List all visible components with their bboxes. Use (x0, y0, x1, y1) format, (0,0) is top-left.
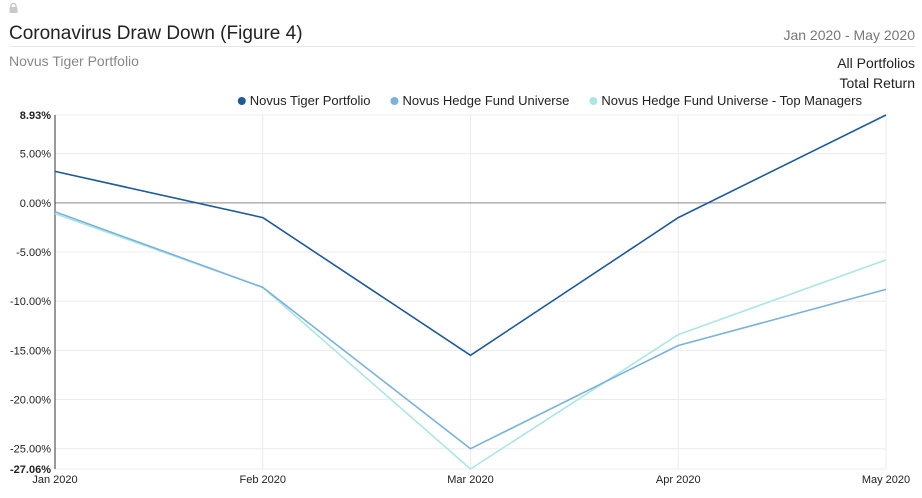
y-tick-label: 5.00% (20, 149, 51, 161)
lock-icon (9, 3, 18, 13)
legend-marker (237, 97, 246, 105)
x-tick-label: Jan 2020 (32, 474, 77, 486)
series-line (54, 210, 887, 450)
y-min-label: -27.06% (10, 464, 51, 476)
y-tick-label: 0.00% (20, 198, 51, 210)
y-tick-label: -25.00% (10, 444, 51, 456)
x-tick-label: May 2020 (862, 474, 910, 486)
legend-marker (390, 97, 399, 105)
x-tick-label: Feb 2020 (240, 474, 286, 486)
date-range: Jan 2020 - May 2020 (783, 27, 915, 43)
portfolios-label: All Portfolios (837, 55, 915, 71)
y-tick-label: -15.00% (10, 345, 51, 357)
x-tick-label: Mar 2020 (447, 474, 493, 486)
y-tick-label: -20.00% (10, 395, 51, 407)
chart-title: Coronavirus Draw Down (Figure 4) (9, 23, 303, 44)
y-tick-label: -5.00% (16, 247, 51, 259)
y-max-label: 8.93% (20, 110, 51, 122)
header-divider (9, 46, 915, 47)
legend-label: Novus Tiger Portfolio (250, 93, 371, 108)
y-tick-label: -10.00% (10, 296, 51, 308)
legend-label: Novus Hedge Fund Universe - Top Managers (601, 93, 862, 108)
x-tick-label: Apr 2020 (656, 474, 701, 486)
series-line (54, 114, 887, 357)
portfolio-subtitle: Novus Tiger Portfolio (9, 53, 139, 69)
metric-label: Total Return (839, 75, 915, 91)
legend-label: Novus Hedge Fund Universe (402, 93, 569, 108)
legend-marker (589, 97, 598, 105)
